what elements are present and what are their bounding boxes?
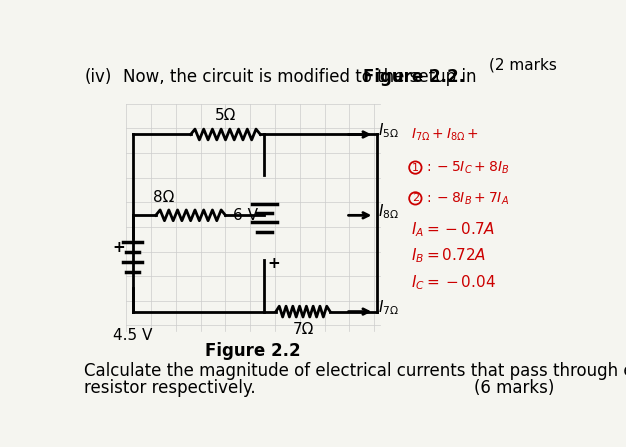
Text: (iv): (iv) [85,67,112,85]
Text: $I_{5\Omega}$: $I_{5\Omega}$ [378,121,399,140]
Text: (6 marks): (6 marks) [475,379,555,396]
Text: $I_{7\Omega}+I_{8\Omega}+$: $I_{7\Omega}+I_{8\Omega}+$ [411,127,480,143]
Text: 2: 2 [412,194,419,203]
Text: 1: 1 [412,163,419,173]
Text: 6 V: 6 V [233,208,258,223]
Text: $I_B = 0.72A$: $I_B = 0.72A$ [411,247,486,266]
Text: Calculate the magnitude of electrical currents that pass through each: Calculate the magnitude of electrical cu… [85,362,626,380]
Text: 5Ω: 5Ω [215,108,236,123]
Text: 4.5 V: 4.5 V [113,328,152,343]
Text: (2 marks: (2 marks [490,58,557,72]
Text: $: -8I_B+7I_A$: $: -8I_B+7I_A$ [424,190,509,207]
Text: Figure 2.2.: Figure 2.2. [364,67,466,85]
Text: $: -5I_C+8I_B$: $: -5I_C+8I_B$ [424,160,509,176]
Text: $I_{8\Omega}$: $I_{8\Omega}$ [378,202,399,221]
Text: +: + [267,256,280,271]
Text: $I_A = -0.7A$: $I_A = -0.7A$ [411,220,496,239]
Text: +: + [112,240,125,255]
Text: $I_C = -0.04$: $I_C = -0.04$ [411,274,496,292]
Text: resistor respectively.: resistor respectively. [85,379,256,396]
Text: 8Ω: 8Ω [153,190,174,205]
Text: $I_{7\Omega}$: $I_{7\Omega}$ [378,299,399,317]
Text: Figure 2.2: Figure 2.2 [205,342,300,360]
Text: 7Ω: 7Ω [292,322,314,337]
Text: Now, the circuit is modified to the setup in: Now, the circuit is modified to the setu… [123,67,482,85]
